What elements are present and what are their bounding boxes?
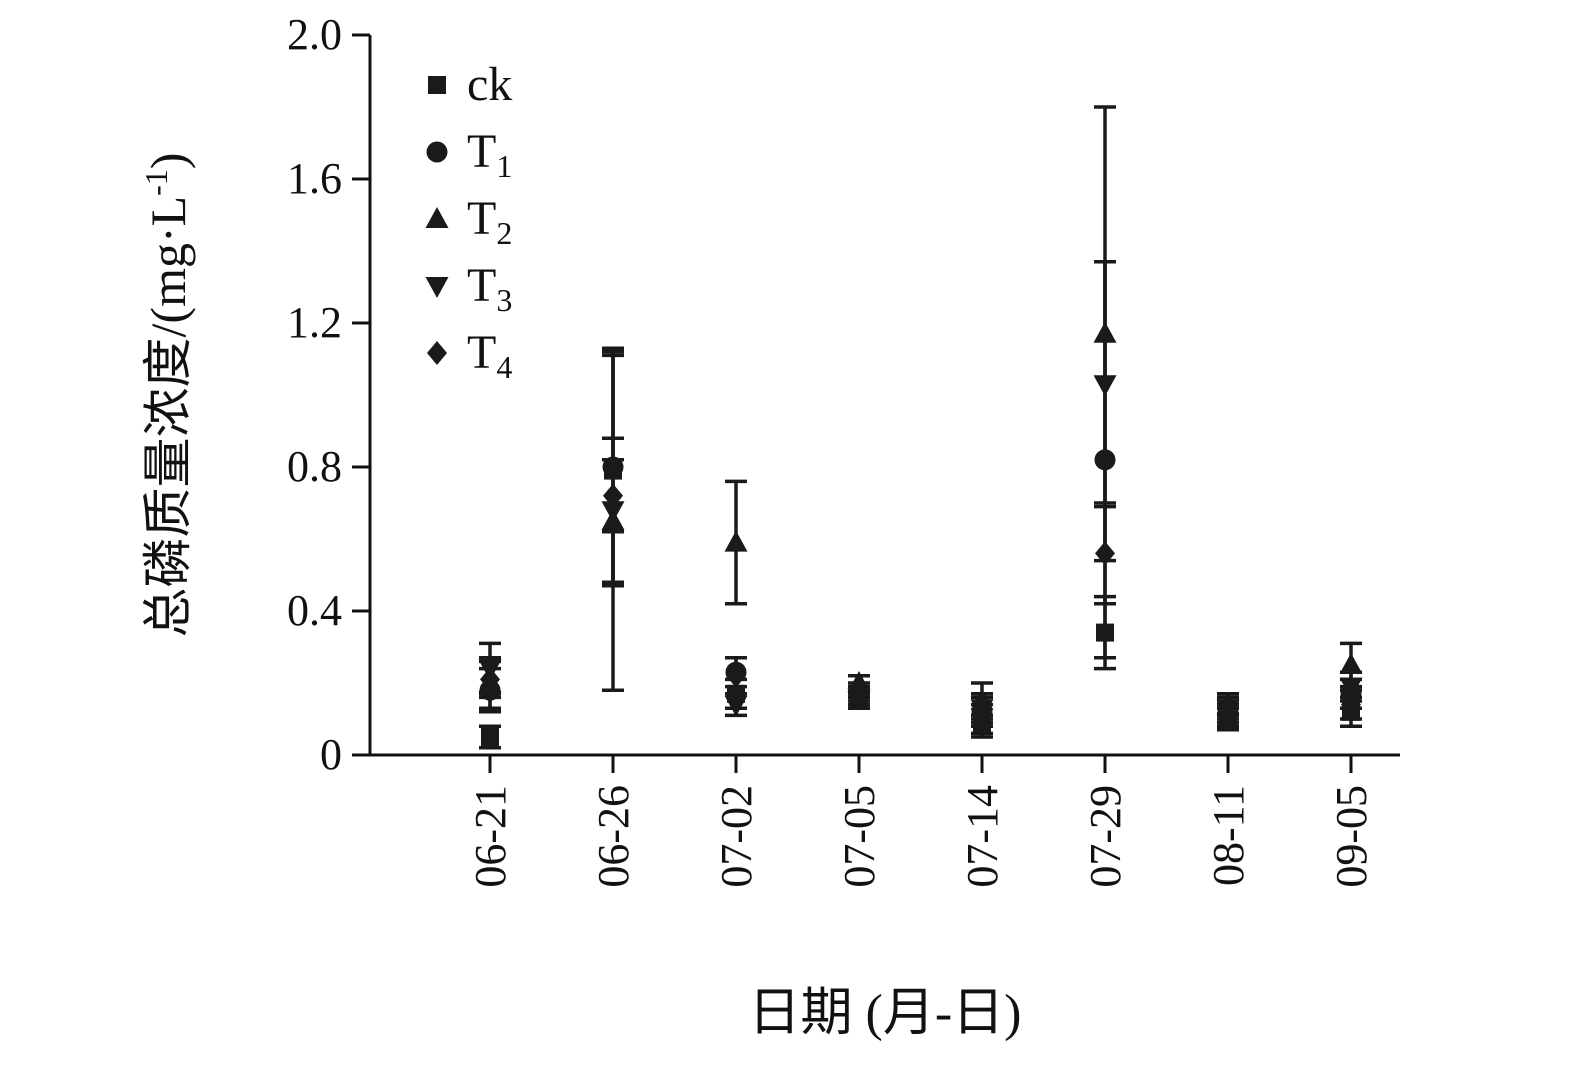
point-T4-07-05 [849, 678, 869, 703]
y-tick-label: 2.0 [287, 10, 342, 59]
y-axis-ticks: 0 0.4 0.8 1.2 1.6 2.0 [287, 10, 370, 779]
y-tick-label: 0 [320, 730, 342, 779]
x-axis-title: 日期 (月-日) [749, 985, 1022, 1042]
legend-label: T3 [467, 259, 512, 318]
point-T3-09-05 [1339, 677, 1363, 699]
legend-marker-diamond-icon [427, 341, 447, 365]
x-tick-label: 07-29 [1081, 785, 1130, 888]
y-tick-label: 0.8 [287, 442, 342, 491]
series-T3 [478, 375, 1363, 721]
legend-label: T1 [467, 125, 512, 184]
axis-line [368, 35, 1400, 757]
point-T4-08-11 [1218, 703, 1238, 728]
legend-item-ck: ck [428, 58, 512, 111]
point-T2-07-02 [724, 530, 748, 552]
x-tick-label: 06-26 [589, 785, 638, 888]
point-T2-07-29 [1093, 321, 1117, 343]
point-T4-07-02 [726, 663, 746, 688]
legend-item-T2: T2 [425, 192, 512, 251]
point-T1-06-26 [602, 456, 624, 478]
x-axis-ticks: 06-21 06-26 07-02 07-05 07-14 07-29 08-11 09-05 [466, 755, 1376, 888]
x-tick-label: 07-05 [835, 785, 884, 888]
axes [368, 35, 1400, 757]
point-T1-07-29 [1094, 449, 1116, 471]
point-T4-07-29 [1095, 541, 1115, 566]
point-T3-06-26 [601, 501, 625, 523]
legend-marker-triangle-up-icon [425, 207, 449, 228]
legend-marker-triangle-down-icon [425, 277, 449, 298]
point-ck-06-21 [481, 728, 499, 746]
legend-marker-circle-icon [426, 141, 448, 163]
data-points [478, 321, 1363, 746]
legend-label: ck [467, 58, 512, 111]
x-tick-label: 09-05 [1327, 785, 1376, 888]
y-tick-label: 1.6 [287, 154, 342, 203]
series-T4 [480, 483, 1361, 731]
point-ck-07-29 [1096, 623, 1114, 642]
legend-item-T3: T3 [425, 259, 512, 318]
legend-item-T4: T4 [427, 326, 512, 385]
legend-item-T1: T1 [426, 125, 512, 184]
legend-label: T2 [467, 192, 512, 251]
legend-marker-square-icon [428, 76, 446, 94]
point-T4-07-14 [972, 707, 992, 731]
point-T3-07-29 [1093, 375, 1117, 397]
y-tick-label: 0.4 [287, 586, 342, 635]
y-axis-title: 总磷质量浓度/(mg·L-1) [138, 153, 196, 638]
point-T4-09-05 [1341, 692, 1361, 717]
axis-titles: 日期 (月-日) 总磷质量浓度/(mg·L-1) [138, 153, 1021, 1042]
point-T2-09-05 [1339, 653, 1363, 674]
point-T4-06-26 [603, 483, 623, 508]
point-T3-07-02 [724, 695, 748, 717]
error-bars [479, 105, 1362, 750]
x-tick-label: 07-02 [712, 785, 761, 888]
point-T4-06-21 [480, 667, 500, 692]
legend-label: T4 [467, 326, 512, 385]
x-tick-label: 08-11 [1204, 785, 1253, 886]
x-tick-label: 06-21 [466, 785, 515, 888]
y-tick-label: 1.2 [287, 298, 342, 347]
x-tick-label: 07-14 [958, 785, 1007, 888]
error-bars-T2 [479, 105, 1362, 721]
legend: ck T1 T2 T3 T4 [425, 58, 512, 385]
